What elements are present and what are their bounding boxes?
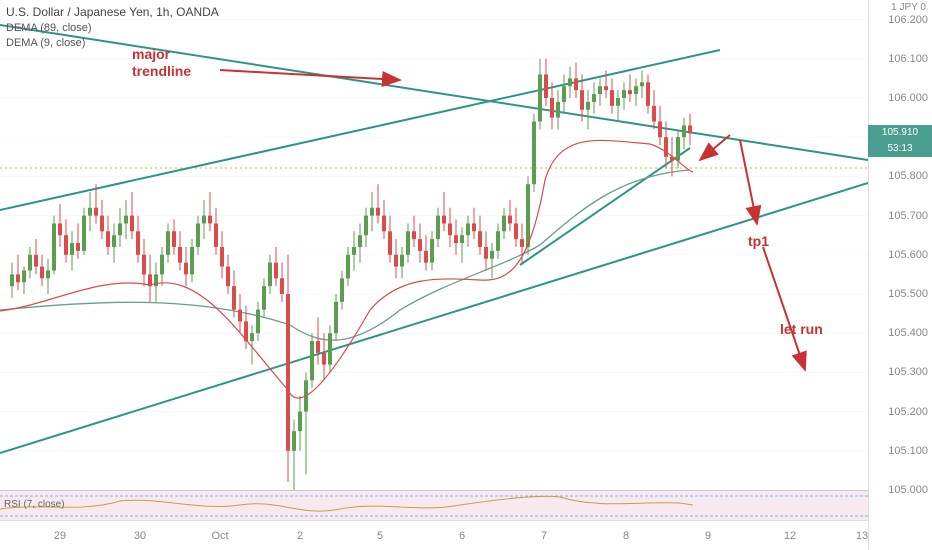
y-tick: 105.500 [872,288,928,300]
y-tick: 105.600 [872,249,928,261]
x-tick: Oct [211,530,228,542]
y-axis: 1 JPY 0 105.000 105.100 105.200 105.300 105.… [868,0,932,550]
x-tick: 29 [54,530,66,542]
x-tick: 7 [541,530,547,542]
chart-header: U.S. Dollar / Japanese Yen, 1h, OANDA DE… [6,4,219,52]
y-tick: 105.400 [872,327,928,339]
x-tick: 13 [856,530,868,542]
y-tick: 105.800 [872,170,928,182]
y-tick: 106.200 [872,14,928,26]
y-tick: 106.100 [872,53,928,65]
rsi-label: RSI (7, close) [4,499,65,510]
y-tick: 105.100 [872,445,928,457]
indicator-dema89: DEMA (89, close) [6,21,219,36]
x-tick: 2 [297,530,303,542]
rsi-svg [0,491,868,521]
y-tick: 105.700 [872,210,928,222]
x-tick: 6 [459,530,465,542]
chart-title: U.S. Dollar / Japanese Yen, 1h, OANDA [6,4,219,21]
chart-container: U.S. Dollar / Japanese Yen, 1h, OANDA DE… [0,0,932,550]
x-tick: 5 [377,530,383,542]
x-tick: 30 [134,530,146,542]
y-tick: 105.200 [872,406,928,418]
indicator-dema9: DEMA (9, close) [6,36,219,51]
x-axis: 29 30 Oct 2 5 6 7 8 9 12 13 [0,520,868,550]
y-tick: 105.300 [872,366,928,378]
x-tick: 12 [784,530,796,542]
countdown-badge: 53:13 [868,141,932,157]
y-tick: 106.000 [872,92,928,104]
y-tick: 105.000 [872,484,928,496]
chart-main-area[interactable] [0,0,868,490]
current-price-badge: 105.910 [868,125,932,141]
chart-svg [0,0,868,490]
y-axis-unit: 1 JPY 0 [891,2,926,13]
x-tick: 8 [623,530,629,542]
x-tick: 9 [705,530,711,542]
rsi-panel[interactable]: RSI (7, close) [0,490,868,520]
